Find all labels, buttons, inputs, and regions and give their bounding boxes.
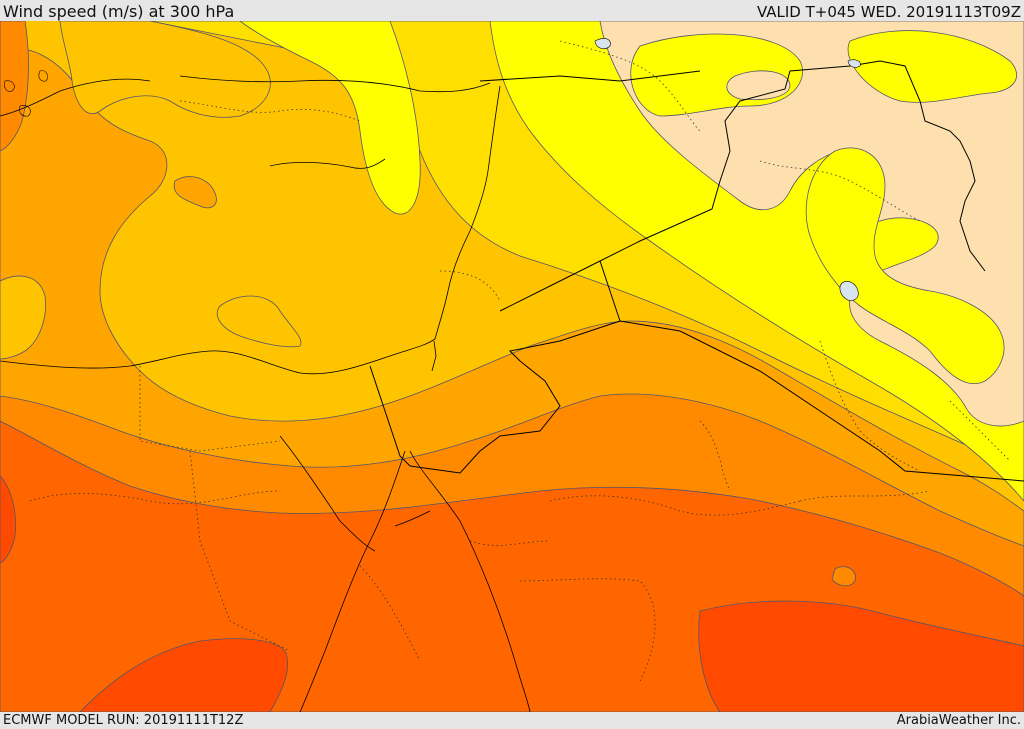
dead-sea bbox=[431, 340, 437, 372]
model-run-label: ECMWF MODEL RUN: 20191111T12Z bbox=[3, 713, 244, 728]
map-title: Wind speed (m/s) at 300 hPa bbox=[3, 2, 235, 21]
wind-patch-yellow-3 bbox=[847, 30, 1017, 103]
header-bar: Wind speed (m/s) at 300 hPa VALID T+045 … bbox=[0, 0, 1024, 21]
wind-patch-gold-3 bbox=[59, 21, 271, 118]
wind-patch-tan-small bbox=[726, 70, 791, 101]
wind-patch-gold-2 bbox=[0, 275, 46, 360]
country-borders bbox=[369, 60, 1024, 482]
wind-patch-yellow-1 bbox=[805, 147, 1005, 384]
lakes bbox=[594, 38, 861, 301]
footer-bar: ECMWF MODEL RUN: 20191111T12Z ArabiaWeat… bbox=[0, 712, 1024, 729]
credit-label: ArabiaWeather Inc. bbox=[896, 713, 1021, 728]
wind-patch-red-orange-3 bbox=[0, 475, 17, 564]
wind-band-yellow-west bbox=[239, 21, 421, 215]
wind-patch-orange-nw bbox=[0, 21, 29, 152]
islands-greece bbox=[4, 70, 48, 117]
wind-patch-orange-small bbox=[831, 566, 856, 587]
wind-patch-red-orange-2 bbox=[79, 638, 289, 712]
wind-speed-map[interactable] bbox=[0, 21, 1024, 712]
wind-patch-amber-isl bbox=[173, 176, 217, 209]
wind-patch-red-orange-1 bbox=[698, 600, 1024, 712]
valid-time-label: VALID T+045 WED. 20191113T09Z bbox=[756, 3, 1021, 21]
admin-boundaries bbox=[29, 40, 1011, 682]
wind-patch-gold-1 bbox=[216, 295, 302, 348]
coastlines bbox=[0, 75, 531, 712]
